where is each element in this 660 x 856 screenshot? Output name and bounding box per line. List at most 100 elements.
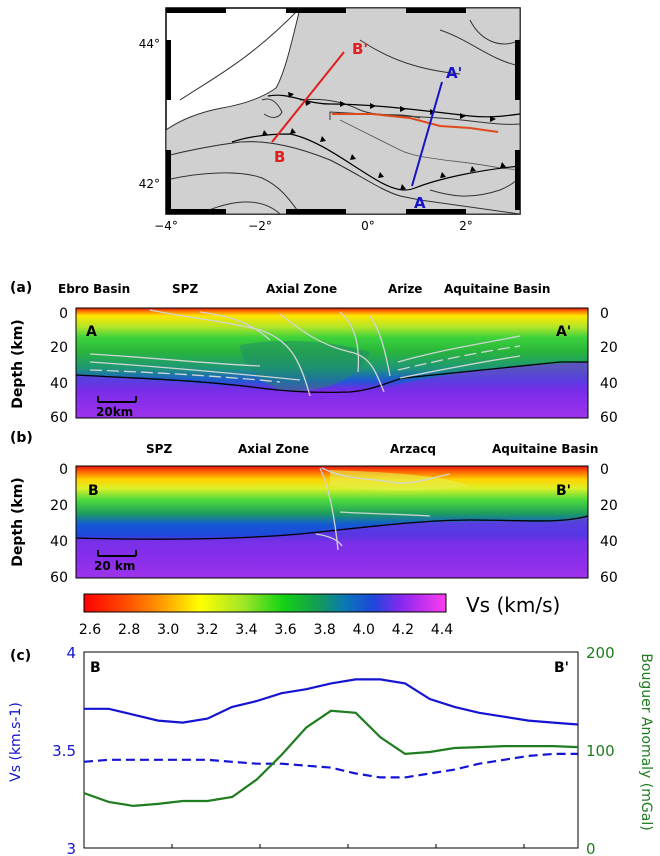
- border-line: [469, 19, 520, 45]
- panel-b-anomaly: [330, 470, 470, 491]
- panel-a-rtick-60: 60: [600, 410, 618, 426]
- panel-b-left-end: B: [88, 483, 99, 499]
- land-south: [166, 141, 520, 214]
- panel-b-tick-60: 60: [50, 570, 68, 586]
- map-label-a-prime: A': [446, 64, 462, 82]
- panel-b-rtick-40: 40: [600, 534, 618, 550]
- panel-b-y-ticks-right: 0 20 40 60: [600, 462, 618, 586]
- panel-a-region-3: Axial Zone: [266, 282, 337, 296]
- border-line: [359, 39, 461, 75]
- panel-c-rtick-200: 200: [586, 644, 615, 662]
- thrust-teeth: [262, 92, 506, 190]
- panel-a-moho: [75, 361, 588, 394]
- panel-c-rtick-100: 100: [586, 742, 615, 760]
- panel-c-ltick-35: 3.5: [52, 742, 76, 760]
- bouguer-anomaly-line: [83, 709, 579, 808]
- panel-b-rtick-0: 0: [600, 462, 609, 478]
- panel-c-ltick-4: 4: [66, 644, 76, 662]
- panel-b-letter: (b): [10, 430, 33, 446]
- panel-a-rtick-40: 40: [600, 376, 618, 392]
- panel-c-left-end: B: [90, 660, 101, 676]
- panel-a-region-4: Arize: [388, 282, 422, 296]
- vs-solid-line: [84, 678, 579, 726]
- panel-b-frame: [75, 465, 589, 579]
- colorbar-tick-label: 3.8: [314, 622, 336, 638]
- colorbar-tick-label: 3.2: [196, 622, 218, 638]
- panel-a-letter: (a): [10, 280, 32, 296]
- panel-a-y-label: Depth (km): [10, 319, 26, 408]
- colorbar-tick-label: 3.6: [274, 622, 296, 638]
- map-frame-ticks: [166, 8, 520, 214]
- panel-a-rtick-0: 0: [600, 306, 609, 322]
- panel-b-rtick-60: 60: [600, 570, 618, 586]
- panel-a-frame: [75, 307, 589, 419]
- panel-b-faults: [315, 467, 451, 551]
- border-line: [166, 172, 301, 214]
- panel-a-region-5: Aquitaine Basin: [444, 282, 550, 296]
- panel-b-tick-20: 20: [50, 498, 68, 514]
- panel-c-rtick-0: 0: [586, 840, 596, 856]
- panel-a-tick-0: 0: [59, 306, 68, 322]
- panel-b-right-end: B': [556, 483, 571, 499]
- panel-c-letter: (c): [10, 648, 31, 664]
- panel-b: (b) SPZ Axial Zone Arzacq Aquitaine Basi…: [10, 430, 618, 586]
- panel-b-tick-0: 0: [59, 462, 68, 478]
- panel-c-y-left-label: Vs (km.s-1): [8, 702, 24, 782]
- panel-c-left-ticks: 4 3.5 3: [52, 644, 76, 856]
- panel-a-region-2: SPZ: [172, 282, 198, 296]
- border-line: [439, 29, 520, 67]
- panel-b-region-4: Aquitaine Basin: [492, 442, 598, 456]
- colorbar-tick-label: 4.2: [392, 622, 414, 638]
- panel-a-right-end: A': [556, 324, 571, 340]
- profile-line-b: [271, 51, 345, 143]
- map-label-b: B: [274, 148, 285, 166]
- panel-a-y-ticks-right: 0 20 40 60: [600, 306, 618, 426]
- lat-label-44: 44°: [139, 37, 160, 51]
- lon-label-m4: −4°: [154, 219, 178, 233]
- colorbar-gradient: [83, 593, 447, 613]
- coast-line: [179, 8, 301, 101]
- colorbar-tick-label: 2.6: [79, 622, 101, 638]
- panel-a-faults: [89, 309, 521, 397]
- lon-label-m2: −2°: [248, 219, 272, 233]
- panel-b-region-3: Arzacq: [390, 442, 436, 456]
- north-pyrenean-fault: [332, 113, 499, 133]
- panel-c-frame: [83, 651, 579, 849]
- panel-c-right-ticks: 200 100 0: [586, 644, 615, 856]
- panel-a-left-end: A: [86, 324, 97, 340]
- panel-a-tick-20: 20: [50, 340, 68, 356]
- panel-c-right-end: B': [554, 660, 569, 676]
- lat-label-42: 42°: [139, 177, 160, 191]
- thrust-front-south: [231, 133, 520, 191]
- border-line: [329, 111, 520, 125]
- colorbar-tick-label: 4.0: [353, 622, 375, 638]
- panel-a-rtick-20: 20: [600, 340, 618, 356]
- panel-b-y-label: Depth (km): [10, 477, 26, 566]
- colorbar-tick-label: 3.4: [235, 622, 257, 638]
- lon-label-0: 0°: [361, 219, 375, 233]
- colorbar-tick-label: 4.4: [431, 622, 453, 638]
- panel-a-anomaly: [240, 340, 370, 391]
- panel-a-y-ticks-left: 0 20 40 60: [50, 306, 68, 426]
- panel-b-moho: [75, 515, 589, 540]
- border-line: [261, 98, 283, 118]
- colorbar-ticks: 2.6 2.8 3.0 3.2 3.4 3.6 3.8 4.0 4.2 4.4: [79, 622, 453, 638]
- panel-a-mantle: [76, 362, 588, 418]
- panel-c-series: [83, 678, 579, 808]
- lon-label-2: 2°: [459, 219, 473, 233]
- panel-c: (c) B B' Vs (km.s-1) Bouguer Anomaly (mG…: [8, 644, 654, 856]
- panel-a-tick-40: 40: [50, 376, 68, 392]
- border-line: [339, 119, 520, 171]
- panel-a: (a) Ebro Basin SPZ Axial Zone Arize Aqui…: [10, 280, 618, 426]
- map-label-b-prime: B': [352, 40, 368, 58]
- panel-c-ltick-3: 3: [66, 840, 76, 856]
- panel-b-rtick-20: 20: [600, 498, 618, 514]
- thrust-front-north: [267, 94, 520, 118]
- colorbar: Vs (km/s) 2.6 2.8 3.0 3.2 3.4 3.6 3.8 4.0 4.2 4.4: [79, 593, 560, 638]
- border-line: [299, 98, 421, 119]
- colorbar-label: Vs (km/s): [466, 593, 560, 617]
- panel-b-region-1: SPZ: [146, 442, 172, 456]
- panel-b-region-2: Axial Zone: [238, 442, 309, 456]
- vs-dashed-line: [83, 752, 578, 779]
